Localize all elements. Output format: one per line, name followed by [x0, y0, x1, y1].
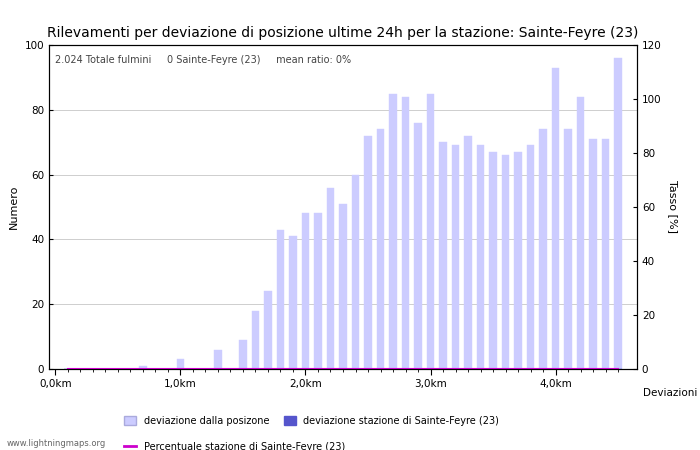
- Bar: [289, 236, 297, 369]
- Bar: [427, 94, 434, 369]
- Bar: [552, 68, 559, 369]
- Bar: [377, 129, 384, 369]
- Bar: [214, 350, 222, 369]
- Y-axis label: Numero: Numero: [9, 185, 19, 229]
- Bar: [314, 213, 322, 369]
- Bar: [514, 152, 522, 369]
- Bar: [589, 139, 597, 369]
- Bar: [414, 123, 422, 369]
- Text: www.lightningmaps.org: www.lightningmaps.org: [7, 439, 106, 448]
- Bar: [440, 142, 447, 369]
- Text: Deviazioni: Deviazioni: [643, 388, 697, 398]
- Bar: [615, 58, 622, 369]
- Bar: [489, 152, 497, 369]
- Bar: [340, 204, 346, 369]
- Bar: [276, 230, 284, 369]
- Bar: [577, 97, 584, 369]
- Bar: [139, 366, 146, 369]
- Bar: [302, 213, 309, 369]
- Bar: [352, 175, 359, 369]
- Legend: Percentuale stazione di Sainte-Feyre (23): Percentuale stazione di Sainte-Feyre (23…: [125, 442, 345, 450]
- Bar: [502, 155, 510, 369]
- Bar: [477, 145, 484, 369]
- Title: Rilevamenti per deviazione di posizione ultime 24h per la stazione: Sainte-Feyre: Rilevamenti per deviazione di posizione …: [48, 26, 638, 40]
- Y-axis label: Tasso [%]: Tasso [%]: [668, 180, 678, 234]
- Bar: [402, 97, 409, 369]
- Bar: [252, 310, 259, 369]
- Bar: [464, 136, 472, 369]
- Bar: [264, 291, 272, 369]
- Bar: [602, 139, 610, 369]
- Bar: [389, 94, 397, 369]
- Bar: [176, 359, 184, 369]
- Bar: [239, 340, 246, 369]
- Bar: [452, 145, 459, 369]
- Bar: [527, 145, 534, 369]
- Bar: [564, 129, 572, 369]
- Bar: [364, 136, 372, 369]
- Bar: [540, 129, 547, 369]
- Bar: [327, 188, 334, 369]
- Text: 2.024 Totale fulmini     0 Sainte-Feyre (23)     mean ratio: 0%: 2.024 Totale fulmini 0 Sainte-Feyre (23)…: [55, 55, 351, 65]
